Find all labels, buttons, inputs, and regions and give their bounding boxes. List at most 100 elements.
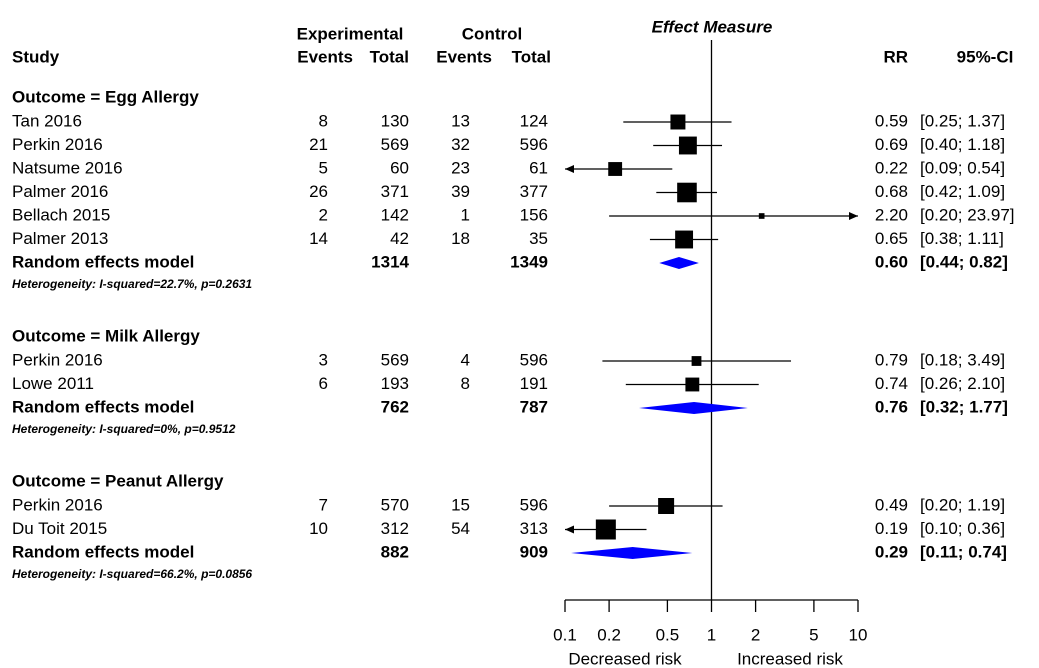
cell: 23 — [451, 158, 470, 177]
summary-diamond — [659, 257, 699, 269]
cell: 61 — [529, 158, 548, 177]
heterogeneity: Heterogeneity: I-squared=66.2%, p=0.0856 — [12, 567, 252, 581]
cell: 1 — [461, 205, 470, 224]
study-name: Palmer 2016 — [12, 182, 108, 201]
ci-label: [0.42; 1.09] — [920, 182, 1005, 201]
study-name: Perkin 2016 — [12, 350, 103, 369]
ci-label: [0.25; 1.37] — [920, 111, 1005, 130]
column-header: Study — [12, 47, 60, 66]
summary-label: Random effects model — [12, 252, 194, 271]
column-header: Events — [436, 47, 492, 66]
effect-square — [608, 162, 623, 176]
cell: 5 — [319, 158, 328, 177]
effect-square — [758, 213, 765, 219]
ci-label: [0.40; 1.18] — [920, 135, 1005, 154]
summary-diamond — [639, 402, 748, 414]
ci-arrow — [565, 525, 574, 534]
rr-label: 0.79 — [875, 350, 908, 369]
cell: 909 — [520, 542, 548, 561]
x-tick-label: 5 — [809, 625, 818, 644]
study-name: Lowe 2011 — [12, 374, 94, 393]
study-name: Perkin 2016 — [12, 495, 103, 514]
cell: 371 — [381, 182, 409, 201]
rr-label: 0.60 — [875, 252, 908, 271]
cell: 7 — [319, 495, 328, 514]
cell: 569 — [381, 135, 409, 154]
ci-arrow — [565, 165, 574, 173]
cell: 787 — [520, 397, 548, 416]
effect-square — [678, 136, 697, 155]
study-name: Palmer 2013 — [12, 229, 108, 248]
cell: 570 — [381, 495, 409, 514]
heterogeneity: Heterogeneity: I-squared=0%, p=0.9512 — [12, 422, 236, 436]
study-name: Du Toit 2015 — [12, 519, 107, 538]
column-header: Total — [370, 47, 409, 66]
ci-label: [0.26; 2.10] — [920, 374, 1005, 393]
rr-label: 0.19 — [875, 519, 908, 538]
rr-label: 0.29 — [875, 542, 908, 561]
column-header: RR — [883, 47, 908, 66]
rr-label: 0.68 — [875, 182, 908, 201]
cell: 18 — [451, 229, 470, 248]
cell: 26 — [309, 182, 328, 201]
effect-square — [691, 356, 702, 366]
rr-label: 0.74 — [875, 374, 908, 393]
cell: 8 — [461, 374, 470, 393]
chart-title: Effect Measure — [652, 17, 773, 36]
cell: 191 — [520, 374, 548, 393]
cell: 596 — [520, 350, 548, 369]
effect-square — [685, 377, 700, 392]
column-header: Total — [512, 47, 551, 66]
rr-label: 2.20 — [875, 205, 908, 224]
effect-square — [677, 182, 697, 203]
ci-arrow — [849, 212, 858, 220]
x-tick-label: 1 — [707, 625, 716, 644]
cell: 313 — [520, 519, 548, 538]
cell: 10 — [309, 519, 328, 538]
summary-diamond — [571, 547, 693, 559]
rr-label: 0.22 — [875, 158, 908, 177]
rr-label: 0.76 — [875, 397, 908, 416]
ci-label: [0.11; 0.74] — [920, 542, 1007, 561]
x-tick-label: 2 — [751, 625, 760, 644]
cell: 569 — [381, 350, 409, 369]
x-axis-label: Increased risk — [737, 649, 843, 668]
ci-label: [0.10; 0.36] — [920, 519, 1005, 538]
cell: 35 — [529, 229, 548, 248]
heterogeneity: Heterogeneity: I-squared=22.7%, p=0.2631 — [12, 277, 252, 291]
rr-label: 0.69 — [875, 135, 908, 154]
cell: 156 — [520, 205, 548, 224]
group-title: Outcome = Egg Allergy — [12, 87, 199, 106]
column-group: Experimental — [297, 24, 404, 43]
study-name: Natsume 2016 — [12, 158, 123, 177]
group-title: Outcome = Peanut Allergy — [12, 471, 224, 490]
cell: 142 — [381, 205, 409, 224]
ci-label: [0.20; 1.19] — [920, 495, 1005, 514]
cell: 39 — [451, 182, 470, 201]
cell: 21 — [309, 135, 328, 154]
cell: 60 — [390, 158, 409, 177]
study-name: Tan 2016 — [12, 111, 82, 130]
cell: 15 — [451, 495, 470, 514]
cell: 6 — [319, 374, 328, 393]
summary-label: Random effects model — [12, 397, 194, 416]
cell: 2 — [319, 205, 328, 224]
ci-label: [0.18; 3.49] — [920, 350, 1005, 369]
x-tick-label: 0.1 — [553, 625, 577, 644]
ci-label: [0.38; 1.11] — [920, 229, 1004, 248]
cell: 54 — [451, 519, 470, 538]
cell: 130 — [381, 111, 409, 130]
group-title: Outcome = Milk Allergy — [12, 326, 200, 345]
summary-label: Random effects model — [12, 542, 194, 561]
cell: 4 — [461, 350, 470, 369]
ci-label: [0.32; 1.77] — [920, 397, 1008, 416]
ci-label: [0.09; 0.54] — [920, 158, 1005, 177]
cell: 312 — [381, 519, 409, 538]
rr-label: 0.59 — [875, 111, 908, 130]
x-tick-label: 0.2 — [597, 625, 621, 644]
cell: 8 — [319, 111, 328, 130]
column-group: Control — [462, 24, 522, 43]
cell: 3 — [319, 350, 328, 369]
column-header: Events — [297, 47, 353, 66]
